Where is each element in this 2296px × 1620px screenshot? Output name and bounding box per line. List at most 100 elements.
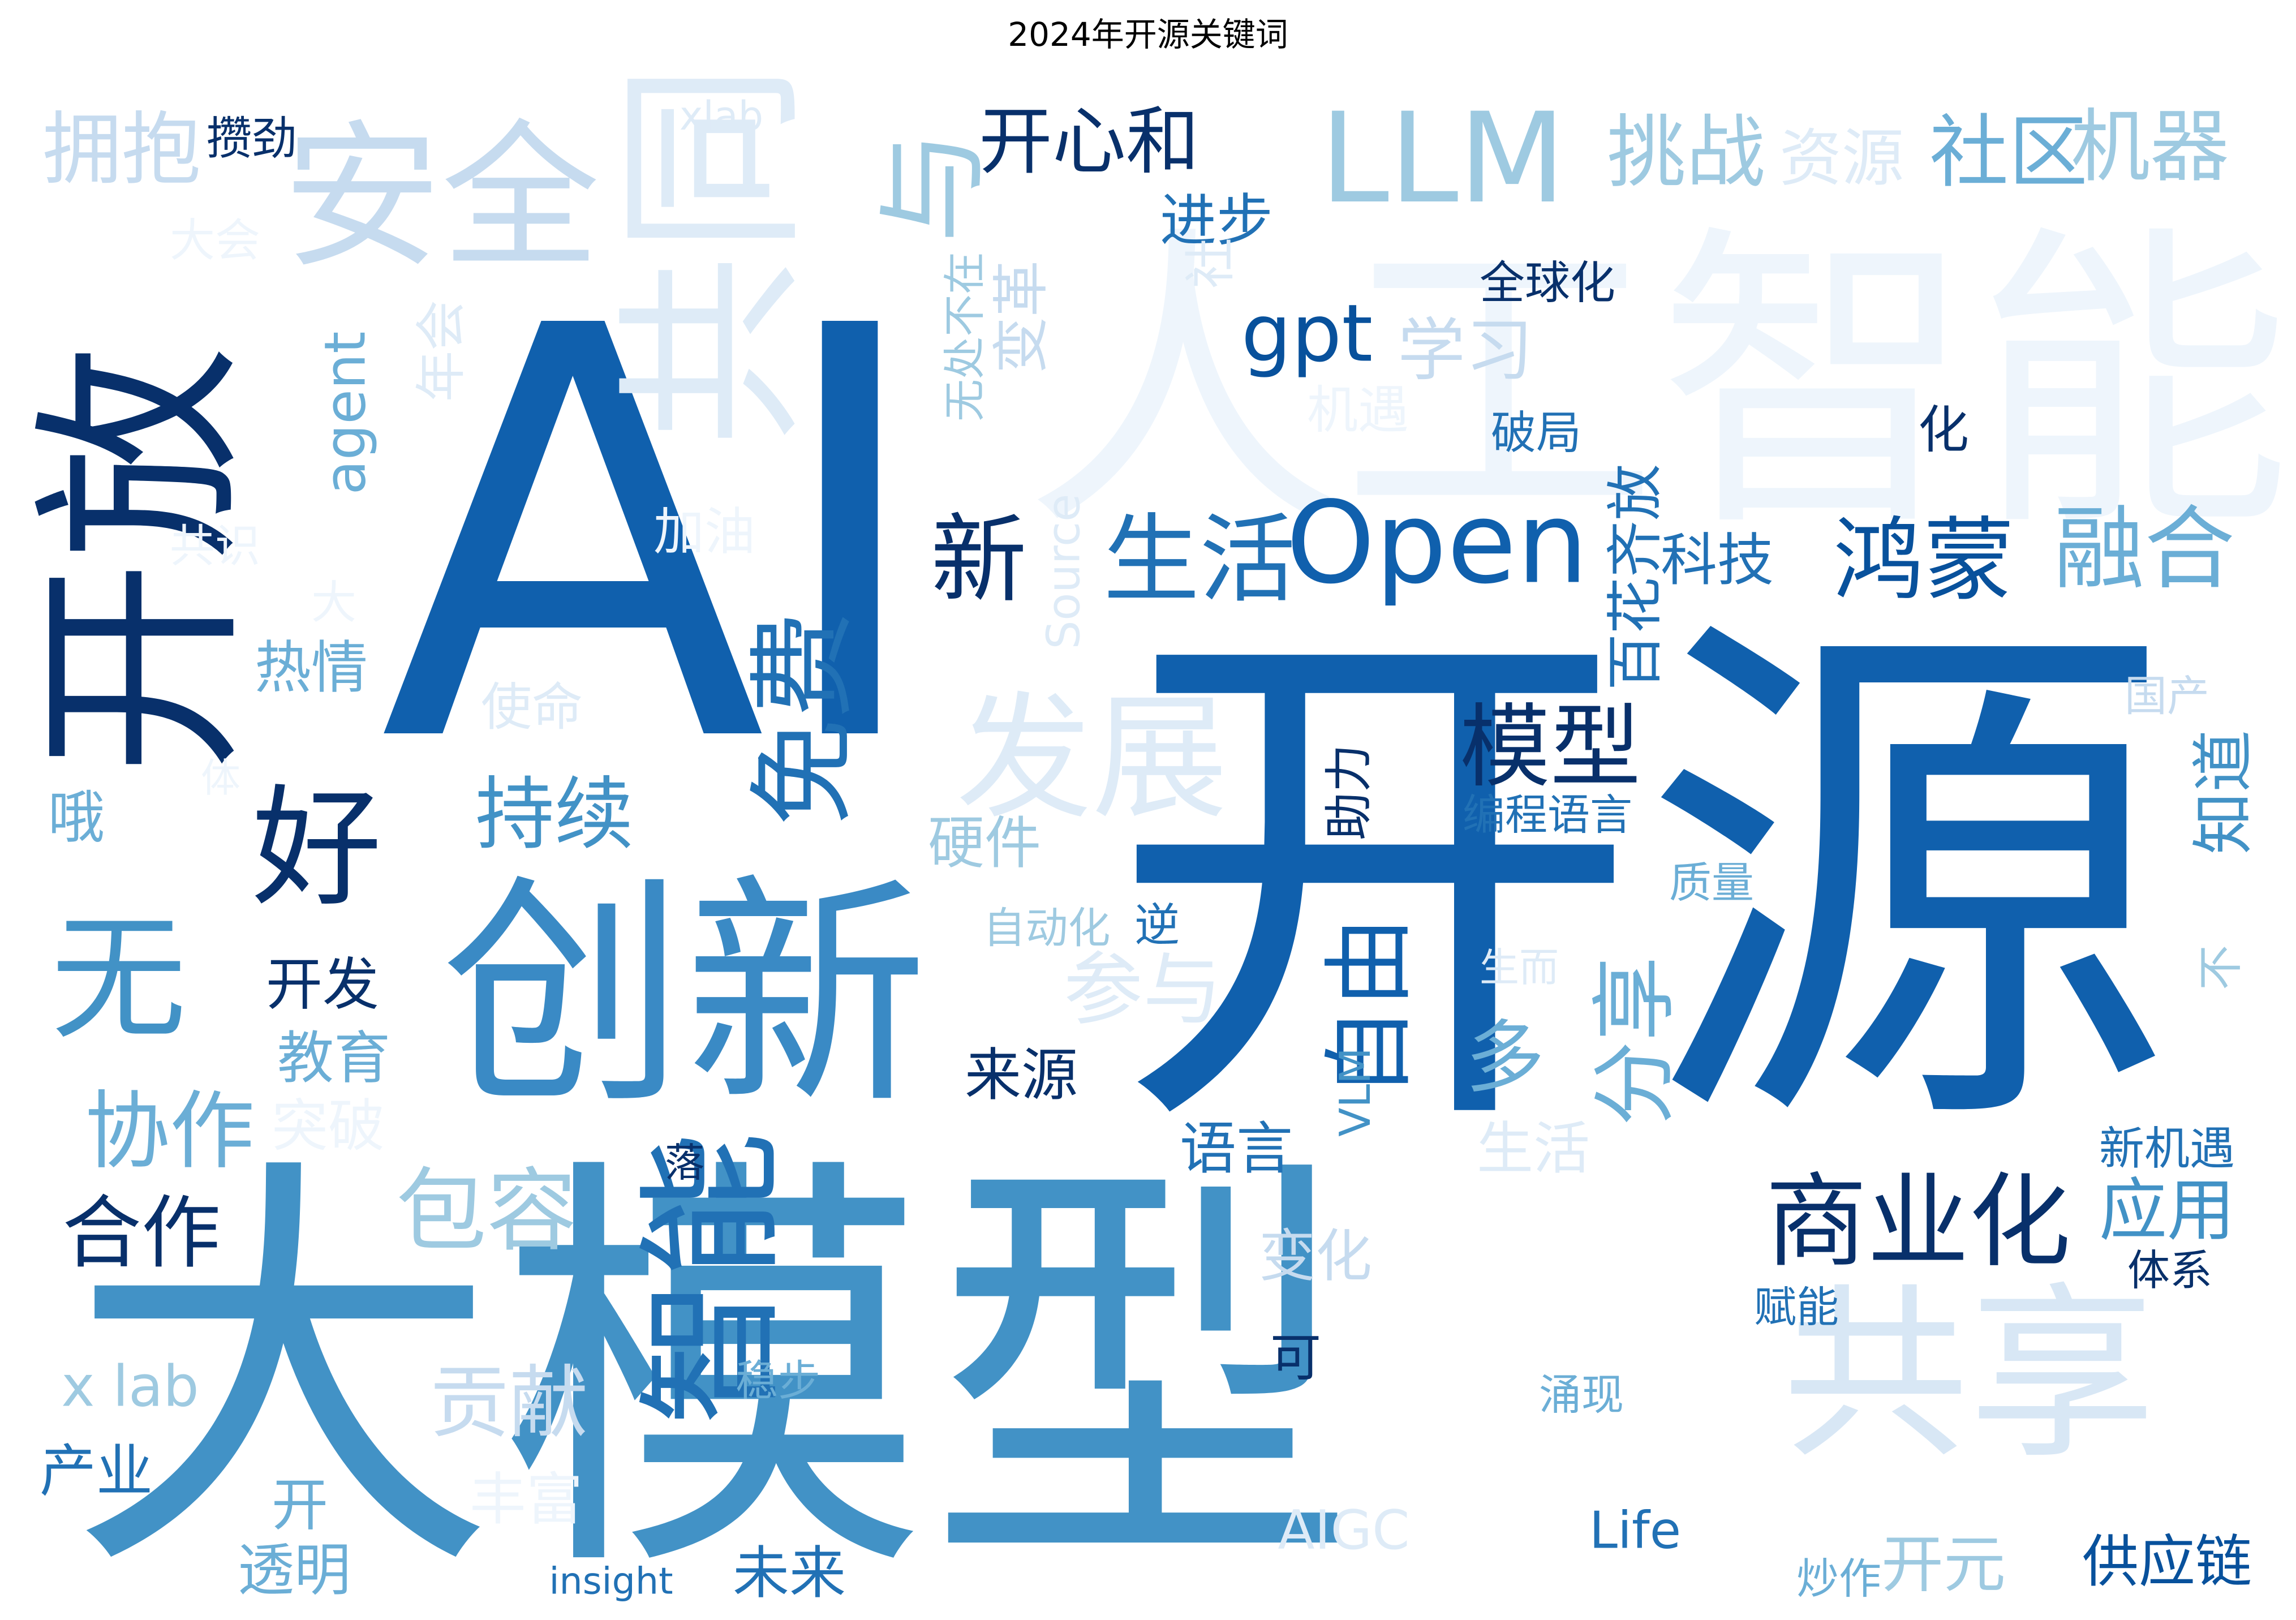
word-47: agent (312, 332, 379, 495)
word-15: 无 (51, 900, 187, 1058)
word-12: 免费 (741, 611, 866, 826)
word-1: 开源 (1109, 573, 2173, 1193)
word-54: 开发 (266, 952, 379, 1018)
word-39: gpt (1241, 288, 1373, 380)
word-6: 开放 (16, 345, 267, 775)
word-37: 多 (1465, 1012, 1545, 1105)
word-73: 年会 (412, 300, 471, 402)
word-5: 创新 (441, 854, 928, 1137)
word-45: 进步 (1160, 188, 1273, 254)
word-16: Open (1286, 478, 1588, 609)
word-66: 加油 (653, 502, 755, 562)
word-97: 涌现 (1539, 1370, 1624, 1420)
word-35: 参与 (1064, 944, 1222, 1037)
word-11: 发展 (956, 679, 1228, 837)
word-87: 逆 (1134, 899, 1180, 952)
word-98: AIGC (1278, 1499, 1410, 1562)
word-75: 开 (272, 1472, 328, 1539)
word-59: 热情 (255, 635, 368, 701)
word-22: 鸿蒙 (1833, 508, 2014, 613)
word-53: 语言 (1180, 1116, 1293, 1182)
word-21: 协作 (85, 1082, 255, 1181)
word-49: 来源 (965, 1042, 1078, 1108)
word-32: 拥抱 (42, 104, 201, 196)
word-81: 化 (1918, 401, 1969, 460)
word-69: 共识 (170, 520, 260, 573)
word-101: 炒作 (1796, 1554, 1881, 1604)
word-72: 体 (201, 755, 240, 801)
word-89: 生而 (1480, 944, 1559, 991)
word-7: 共享 (1782, 1266, 2156, 1484)
word-20: 新 (931, 504, 1027, 616)
word-68: 大会 (170, 214, 260, 267)
word-93: 体系 (2127, 1245, 2212, 1295)
word-62: x lab (61, 1353, 199, 1420)
word-82: 助力 (1322, 744, 1378, 840)
word-61: 产业 (40, 1438, 153, 1505)
word-17: 好 (252, 774, 382, 925)
word-92: 新机遇 (2099, 1123, 2235, 1175)
word-14: LLM (1320, 86, 1566, 231)
word-13: 与 (868, 130, 1000, 243)
word-2: AI (379, 208, 933, 867)
word-36: 贡献 (430, 1357, 588, 1450)
word-99: Life (1589, 1501, 1681, 1561)
word-56: 硬件 (928, 810, 1041, 876)
word-41: 学习 (1398, 312, 1533, 390)
word-29: 社区 (1929, 107, 2088, 199)
word-58: 生活 (1477, 1116, 1590, 1182)
word-65: 使命 (481, 678, 583, 737)
word-80: 破局 (1491, 407, 1581, 459)
word-34: 分享 (1586, 956, 1684, 1126)
word-100: insight (549, 1561, 673, 1603)
word-3: 大模型 (68, 1125, 1358, 1620)
word-85: 国产 (2125, 671, 2209, 721)
word-19: 生活 (1103, 504, 1296, 616)
word-28: 合作 (62, 1188, 221, 1280)
word-84: 质量 (1669, 858, 1754, 908)
word-78: 全球化 (1480, 257, 1615, 310)
word-71: 哦 (48, 785, 105, 851)
word-55: 教育 (277, 1025, 390, 1092)
word-27: 持续 (475, 769, 634, 861)
word-96: 稳步 (736, 1356, 820, 1406)
word-8: 共同 (601, 62, 825, 447)
word-67: 机遇 (1307, 381, 1409, 440)
word-86: 自动化 (983, 903, 1110, 953)
word-60: 透明 (238, 1537, 351, 1604)
word-51: 供应链 (2082, 1529, 2252, 1595)
word-46: 变革 (988, 260, 1055, 373)
word-63: 突破 (272, 1093, 385, 1159)
word-64: 丰富 (470, 1467, 583, 1533)
word-44: 知道 (2187, 730, 2260, 854)
word-30: 机器 (2071, 101, 2229, 194)
word-48: Source (1038, 494, 1090, 650)
word-83: 编程语言 (1463, 790, 1632, 840)
word-88: 不 (2195, 945, 2247, 990)
word-23: 融合 (2054, 496, 2235, 602)
word-24: 模型 (1460, 694, 1641, 800)
word-4: 人工智能 (1024, 200, 2291, 569)
word-90: VLM (1330, 1047, 1380, 1137)
word-52: 开元 (1881, 1528, 2006, 1601)
word-9: 安全 (283, 106, 600, 290)
word-18: 商业化 (1765, 1163, 2071, 1282)
word-40: 资源 (1779, 122, 1904, 195)
word-10: 智能 (627, 1132, 798, 1426)
word-95: 可 (1270, 1329, 1321, 1388)
word-76: 攒劲 (207, 113, 297, 165)
word-42: 科技 (1661, 527, 1774, 594)
word-79: 无处不在 (940, 252, 990, 422)
word-91: 落 (665, 1140, 704, 1186)
word-70: 大 (311, 577, 356, 629)
word-94: 赋能 (1754, 1282, 1839, 1332)
word-74: 社 (1181, 238, 1241, 289)
word-33: 开心和 (979, 98, 1199, 184)
word-25: 包容 (396, 1158, 577, 1264)
word-31: 挑战 (1607, 107, 1765, 199)
chart-title: 2024年开源关键词 (1008, 15, 1288, 54)
word-77: xlab (680, 93, 763, 139)
word-50: 未来 (733, 1540, 846, 1606)
word-26: 自由 (1317, 917, 1422, 1098)
